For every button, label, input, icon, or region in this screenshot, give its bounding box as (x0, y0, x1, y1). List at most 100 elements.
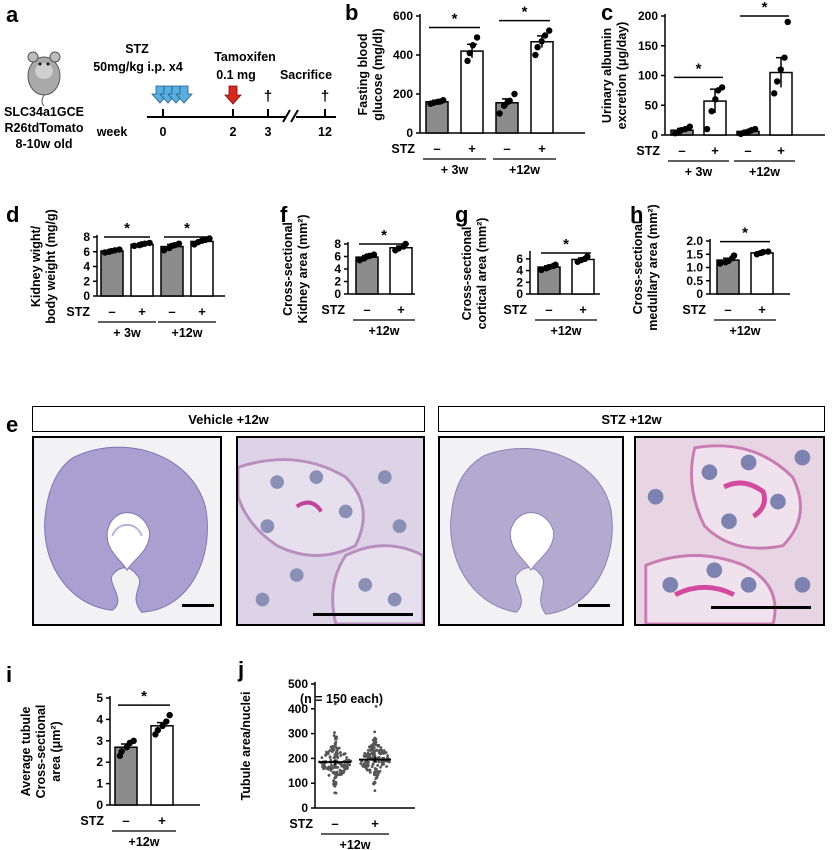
y-tick-label: 2 (83, 274, 90, 288)
data-point (335, 750, 339, 753)
stz-sign: – (122, 813, 129, 828)
sacrifice-label: Sacrifice (280, 68, 332, 82)
y-tick-label: 8 (334, 237, 341, 251)
tamoxifen-title: Tamoxifen (214, 50, 276, 64)
y-tick-label: 1.0 (686, 261, 703, 275)
y-tick-label: 6 (83, 245, 90, 259)
y-tick-label: 200 (638, 9, 658, 23)
group-label: + 3w (113, 326, 141, 340)
stz-tubule-highmag-image (634, 436, 825, 626)
data-point (206, 235, 213, 242)
data-point (496, 110, 503, 117)
mouse-line2: R26tdTomato (5, 121, 84, 135)
data-point (363, 764, 367, 768)
data-point (368, 768, 372, 772)
y-axis-label: Cross-sectional (460, 227, 474, 321)
data-point (506, 97, 513, 105)
stz-label: STZ (503, 303, 527, 317)
data-point (324, 753, 328, 756)
vehicle-kidney-lowmag-image (32, 436, 222, 626)
stz-sign: – (363, 302, 370, 317)
y-tick-label: 0 (301, 801, 308, 815)
data-point (375, 776, 379, 779)
stz-sign: + (371, 816, 379, 831)
y-axis-label: cortical area (mm²) (475, 218, 489, 330)
bar (571, 258, 595, 295)
data-point (765, 248, 772, 255)
data-point (759, 248, 767, 256)
data-point (333, 702, 337, 706)
stz-sign: – (503, 141, 510, 156)
bar (130, 243, 154, 297)
stz-label: STZ (289, 817, 313, 831)
chart-b-fasting-glucose: b Fasting blood glucose (mg/dl) 0 200 400 600 *… (345, 0, 585, 177)
data-point (374, 704, 378, 708)
data-point (374, 773, 378, 777)
data-point (375, 748, 379, 752)
data-point (708, 108, 715, 115)
data-point (335, 770, 339, 774)
y-tick-label: 8 (83, 230, 90, 244)
scale-bar (578, 604, 610, 607)
data-point (374, 741, 378, 744)
y-tick-label: 6 (516, 252, 523, 266)
significance-star: * (184, 220, 190, 237)
data-point (511, 90, 518, 98)
data-point (322, 767, 325, 771)
data-point (326, 752, 330, 756)
y-axis-label: glucose (mg/dl) (371, 28, 385, 120)
y-tick-label: 50 (645, 98, 659, 112)
significance-star: * (124, 220, 130, 237)
tamoxifen-dose: 0.1 mg (216, 68, 256, 82)
stz-label: STZ (66, 305, 90, 319)
vehicle-tubule-highmag-image (236, 436, 425, 626)
data-point (329, 758, 333, 762)
data-point (552, 261, 559, 268)
data-point (366, 768, 369, 772)
dagger-week12: † (321, 88, 329, 105)
y-axis-label: area (μm²) (49, 721, 63, 781)
data-point (362, 762, 366, 765)
group-label: +12w (730, 324, 761, 338)
stz-injection-arrows (151, 85, 193, 104)
tamoxifen-arrow (224, 85, 242, 105)
stz-sign: – (331, 816, 338, 831)
y-axis-label: Cross-sectional (34, 705, 48, 799)
group-label: +12w (129, 835, 160, 849)
panel-letter-b: b (345, 0, 358, 25)
y-tick-label: 0 (696, 287, 703, 301)
data-point (333, 765, 336, 768)
stz-sign: – (724, 302, 731, 317)
y-tick-label: 2 (334, 275, 341, 289)
panel-letter-g: g (455, 202, 468, 227)
mouse-icon (27, 51, 61, 107)
stz-sign: + (397, 302, 405, 317)
data-point (584, 253, 591, 260)
y-tick-label: 0 (651, 128, 658, 142)
data-point (473, 34, 481, 41)
mouse-line3: 8-10w old (16, 137, 73, 151)
data-point (345, 756, 349, 759)
stz-dose: 50mg/kg i.p. x4 (93, 60, 183, 74)
bar (100, 250, 124, 297)
data-point (345, 758, 348, 762)
panel-letter-i: i (6, 662, 12, 687)
data-point (372, 750, 376, 754)
panel-letter-h: h (630, 202, 643, 227)
data-point (541, 32, 549, 39)
data-point (379, 746, 383, 749)
data-point (387, 760, 391, 764)
data-point (440, 97, 447, 104)
stz-sign: + (538, 141, 546, 156)
y-axis-label: Kidney area (mm²) (296, 214, 310, 323)
group-label: +12w (551, 324, 582, 338)
data-point (376, 764, 380, 767)
week-tick-3: 3 (265, 125, 272, 139)
data-point (368, 770, 372, 774)
data-point (374, 737, 378, 741)
panel-letter-e: e (6, 412, 19, 437)
chart-j-tubule-area-per-nuclei: j Tubule area/nuclei 0 100 200 300 400 500(n = … (237, 657, 415, 850)
stz-label: STZ (682, 303, 706, 317)
data-point (332, 770, 336, 774)
stz-sign: + (468, 141, 476, 156)
